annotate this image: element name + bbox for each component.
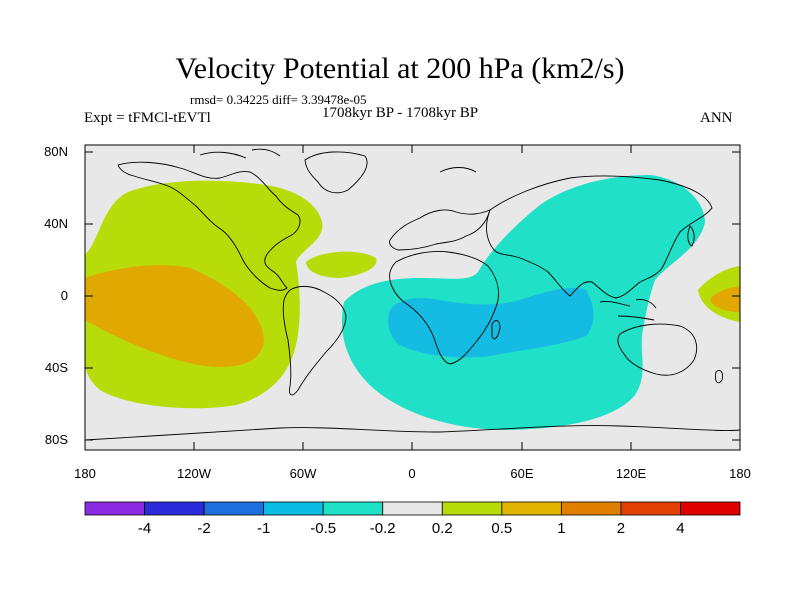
colorbar-label: 4 [676,520,685,537]
colorbar-swatch [680,501,741,516]
colorbar-swatch [263,501,324,516]
colorbar-label: -1 [256,520,271,537]
coast-africa [389,251,499,365]
coast-indonesia [599,299,657,321]
lon-label: 60E [510,466,534,481]
colorbar-swatch [560,501,622,516]
positive-region-atlantic [306,251,377,278]
colorbar-label: -0.5 [310,520,337,537]
colorbar-swatch [203,501,265,516]
lon-label: 120E [615,466,647,481]
coast-antarctica [85,425,740,441]
coast-asia [486,175,713,299]
coast-europe [389,209,491,251]
lat-label: 80N [44,144,68,159]
coast-madagascar [491,320,501,340]
colorbar-label: 0.5 [491,520,513,537]
coast-new-zealand [715,369,723,384]
colorbar-swatch [84,501,145,516]
colorbar-swatch [620,501,681,516]
colorbar-label: 0.2 [431,520,453,537]
coastlines [85,148,740,441]
coast-australia [617,323,698,376]
experiment-label: Expt = tFMCl-tEVTl [84,110,211,126]
lat-label: 0 [60,288,68,303]
negative-core-indian [388,287,594,358]
period-label: 1708kyr BP - 1708kyr BP [322,105,479,121]
colorbar-label: 2 [616,520,626,537]
colorbar-label: -4 [137,520,152,537]
coast-greenland [304,151,368,194]
contour-field [85,145,740,450]
lon-label: 180 [729,466,751,481]
colorbar-swatch [501,501,562,516]
positive-core-westpacific [710,286,740,312]
colorbar-label: 1 [557,520,566,537]
map-title: Velocity Potential at 200 hPa (km2/s) [175,52,625,85]
lat-label: 80S [44,432,68,447]
colorbar-swatch [144,501,205,516]
coast-north-america [117,161,301,291]
axis-ticks [84,145,741,450]
coast-japan [687,225,695,247]
lon-label: 180 [74,466,96,481]
colorbar [84,501,741,516]
colorbar-swatch [441,501,503,516]
coast-south-america [282,285,347,396]
coast-arctic-islands [199,148,477,173]
lon-label: 0 [408,466,416,481]
season-label: ANN [700,110,733,126]
colorbar-swatch [382,501,443,516]
lat-label: 40S [44,360,68,375]
colorbar-label: -0.2 [369,520,396,537]
colorbar-label: -2 [197,520,211,537]
lat-label: 40N [44,216,68,231]
positive-core-pacific [85,265,264,367]
lon-label: 60W [289,466,317,481]
colorbar-swatch [322,501,384,516]
stats-text: rmsd= 0.34225 diff= 3.39478e-05 [190,92,367,107]
lon-label: 120W [177,466,211,481]
